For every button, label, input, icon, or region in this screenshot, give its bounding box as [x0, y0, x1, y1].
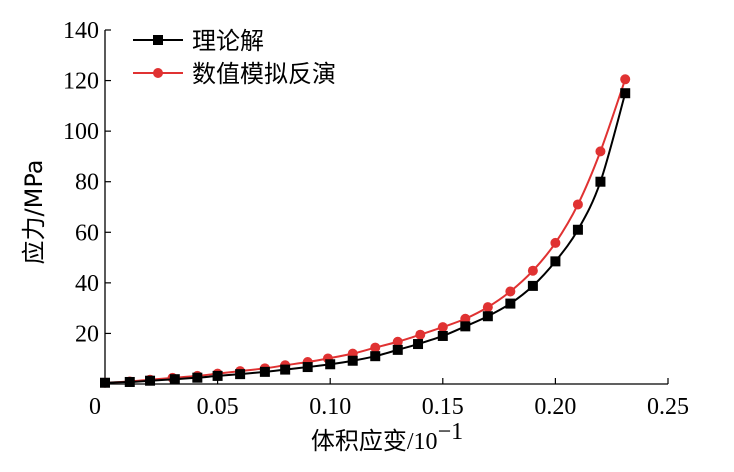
theoretical-line	[104, 92, 627, 384]
theoretical-point	[482, 311, 493, 322]
x-tick-label: 0	[89, 394, 101, 420]
simulation-point	[415, 329, 426, 340]
x-tick-label: 0.05	[197, 394, 239, 420]
axis-ticks: 0 0.05 0.10 0.15 0.20 0.25 20 40 60 80 100 120 140	[63, 18, 689, 420]
simulation-point	[595, 146, 606, 157]
theoretical-point	[192, 372, 203, 383]
series-simulation	[100, 74, 631, 388]
theoretical-point	[212, 370, 223, 381]
x-axis-title-unit: /10	[407, 429, 438, 455]
theoretical-point	[437, 330, 448, 341]
y-tick-label: 40	[75, 271, 99, 297]
legend-marker-theoretical	[153, 35, 163, 45]
theoretical-point	[302, 362, 313, 373]
theoretical-point	[280, 364, 291, 375]
simulation-point	[572, 199, 583, 210]
theoretical-point	[505, 298, 516, 309]
axis-titles: 体积应变/10−1 应力/MPa	[20, 160, 463, 455]
series-theoretical	[100, 88, 631, 388]
theoretical-point	[413, 339, 424, 350]
x-axis-title-exponent: −1	[438, 419, 464, 445]
y-tick-label: 100	[63, 119, 99, 145]
theoretical-point	[100, 377, 110, 388]
x-tick-label: 0.20	[534, 394, 576, 420]
theoretical-point	[460, 321, 471, 332]
y-tick-label: 80	[75, 170, 99, 196]
y-axis-title: 应力/MPa	[20, 160, 48, 265]
theoretical-point	[325, 359, 336, 370]
x-axis-title: 体积应变/10−1	[311, 419, 463, 455]
simulation-point	[437, 322, 448, 333]
x-tick-label: 0.10	[309, 394, 351, 420]
series-layer	[100, 74, 631, 388]
y-tick-label: 20	[75, 321, 99, 347]
legend-marker-simulation	[153, 68, 163, 78]
simulation-line	[104, 78, 627, 384]
theoretical-point	[527, 280, 538, 291]
theoretical-point	[259, 366, 270, 377]
x-axis-title-text: 体积应变	[311, 427, 407, 455]
y-tick-label: 140	[63, 18, 99, 44]
theoretical-point	[370, 351, 381, 362]
theoretical-point	[550, 256, 561, 267]
simulation-point	[620, 74, 631, 85]
y-tick-label: 60	[75, 220, 99, 246]
x-tick-label: 0.15	[422, 394, 464, 420]
theoretical-point	[392, 344, 403, 355]
simulation-point	[505, 286, 516, 297]
theoretical-point	[124, 376, 135, 387]
theoretical-point	[235, 369, 246, 380]
x-tick-label: 0.25	[647, 394, 689, 420]
simulation-point	[550, 237, 561, 248]
theoretical-point	[347, 355, 358, 366]
theoretical-point	[145, 375, 156, 386]
y-tick-label: 120	[63, 69, 99, 95]
simulation-point	[527, 265, 538, 276]
simulation-point	[460, 313, 471, 324]
simulation-point	[392, 336, 403, 347]
theoretical-point	[620, 88, 631, 99]
legend-label-theoretical: 理论解	[192, 27, 264, 55]
legend-label-simulation: 数值模拟反演	[192, 60, 336, 88]
axes	[104, 30, 668, 385]
theoretical-point	[595, 176, 606, 187]
simulation-point	[370, 342, 381, 353]
simulation-point	[482, 302, 493, 313]
theoretical-point	[169, 374, 180, 385]
theoretical-point	[572, 224, 583, 235]
